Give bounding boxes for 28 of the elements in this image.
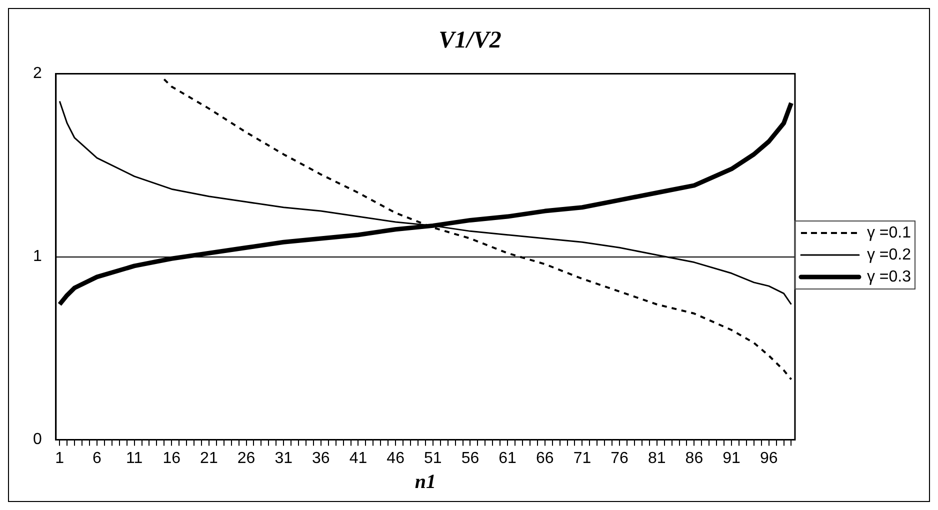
y-tick-label: 2 bbox=[32, 65, 42, 82]
x-tick-label: 6 bbox=[92, 450, 102, 467]
x-tick-label: 81 bbox=[648, 450, 666, 467]
x-tick-label: 56 bbox=[461, 450, 480, 467]
chart-title: V1/V2 bbox=[438, 28, 502, 54]
x-tick-label: 46 bbox=[386, 450, 405, 467]
x-tick-label: 51 bbox=[424, 450, 442, 467]
x-tick-label: 91 bbox=[722, 450, 741, 467]
legend-label: γ =0.1 bbox=[866, 224, 912, 242]
x-tick-label: 71 bbox=[573, 450, 592, 467]
x-tick-label: 96 bbox=[760, 450, 778, 467]
y-tick-label: 0 bbox=[32, 431, 42, 448]
y-tick-label: 1 bbox=[32, 248, 42, 266]
x-tick-label: 61 bbox=[498, 450, 517, 467]
legend-label: γ =0.3 bbox=[866, 268, 912, 286]
x-tick-label: 1 bbox=[55, 450, 64, 467]
x-tick-label: 36 bbox=[312, 450, 330, 467]
x-tick-label: 76 bbox=[610, 450, 629, 467]
x-tick-label: 31 bbox=[274, 450, 293, 467]
x-tick-label: 66 bbox=[536, 450, 554, 467]
x-axis-title: n1 bbox=[414, 471, 436, 494]
x-tick-label: 41 bbox=[349, 450, 368, 467]
x-tick-label: 11 bbox=[126, 450, 143, 467]
x-tick-label: 16 bbox=[162, 450, 181, 467]
x-tick-label: 26 bbox=[237, 450, 256, 467]
x-tick-label: 21 bbox=[200, 450, 218, 467]
legend-label: γ =0.2 bbox=[866, 246, 912, 264]
x-tick-label: 86 bbox=[685, 450, 704, 467]
